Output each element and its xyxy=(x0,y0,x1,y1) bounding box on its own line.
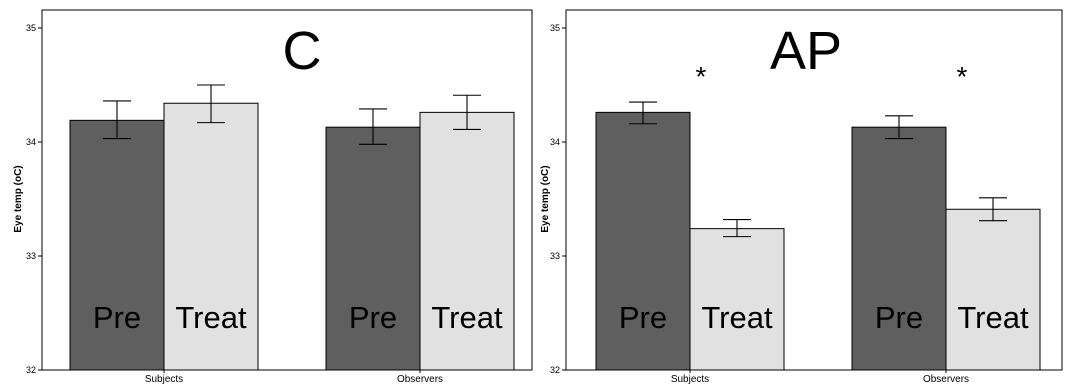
bar-label: Pre xyxy=(619,300,667,335)
bar-treat-subjects xyxy=(163,102,259,371)
bar-pre-subjects xyxy=(595,111,691,371)
bar-label: Pre xyxy=(349,300,397,335)
category-label: Observers xyxy=(397,374,443,385)
y-tick-label: 33 xyxy=(26,251,36,261)
bar-label: Treat xyxy=(431,300,503,335)
bar-label: Pre xyxy=(93,300,141,335)
bar-treat-subjects xyxy=(689,228,785,371)
y-tick-label: 32 xyxy=(26,365,36,375)
category-label: Subjects xyxy=(145,374,183,385)
y-tick-label: 33 xyxy=(550,251,560,261)
panel-title: AP xyxy=(770,21,842,81)
bar-treat-observers xyxy=(945,208,1041,371)
bar-label: Pre xyxy=(875,300,923,335)
y-tick-label: 35 xyxy=(26,23,36,33)
bar-label: Treat xyxy=(957,300,1029,335)
y-axis-label: Eye temp (oC) xyxy=(540,165,551,232)
bar-pre-observers xyxy=(851,126,947,371)
category-label: Subjects xyxy=(671,374,709,385)
y-tick-label: 34 xyxy=(26,137,36,147)
bar-label: Treat xyxy=(175,300,247,335)
bar-label: Treat xyxy=(701,300,773,335)
significance-star: * xyxy=(696,61,707,92)
panel-ap: 32 33 34 35 Eye temp (oC) AP Pre Treat * Subjects… xyxy=(540,9,1063,385)
bar-pre-observers xyxy=(325,126,421,371)
y-tick-label: 34 xyxy=(550,137,560,147)
y-tick-label: 32 xyxy=(550,365,560,375)
panel-title: C xyxy=(283,21,322,81)
category-label: Observers xyxy=(923,374,969,385)
significance-star: * xyxy=(957,61,968,92)
y-tick-label: 35 xyxy=(550,23,560,33)
panel-c: 32 33 34 35 Eye temp (oC) C Pre Treat Subjects Pr… xyxy=(13,9,533,385)
bar-pre-subjects xyxy=(69,119,165,371)
y-axis-label: Eye temp (oC) xyxy=(13,165,24,232)
bar-treat-observers xyxy=(419,111,515,371)
